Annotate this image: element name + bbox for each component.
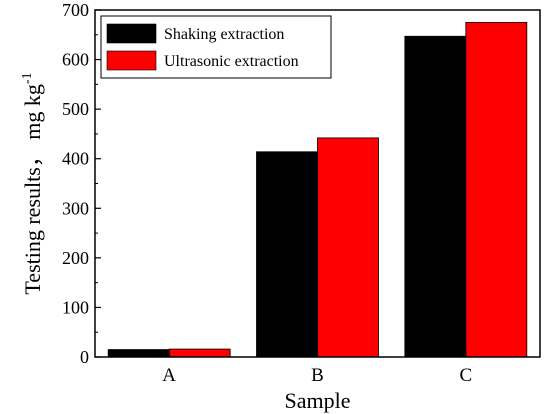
legend-swatch-ultrasonic [106, 50, 157, 71]
y-tick-label: 600 [62, 50, 89, 70]
x-tick-label: C [459, 365, 472, 386]
y-axis-title-main: Testing results， mg kg [20, 84, 45, 295]
bar-c-ultrasonic [465, 21, 528, 358]
bar-b-ultrasonic [317, 137, 379, 358]
legend-label-shaking: Shaking extraction [164, 26, 284, 43]
bar-a-ultrasonic [168, 348, 231, 358]
y-axis-title-superscript: -1 [20, 72, 35, 84]
x-tick-label: A [162, 365, 176, 386]
y-tick-label: 700 [62, 0, 89, 20]
y-axis: 0 100 200 300 400 500 600 700 [62, 0, 101, 367]
bar-a-shaking [107, 349, 170, 358]
y-axis-title: Testing results， mg kg-1 [20, 72, 45, 294]
y-tick-label: 0 [80, 347, 89, 367]
x-axis: A B C [162, 351, 472, 386]
y-tick-label: 400 [62, 149, 89, 169]
y-tick-label: 500 [62, 99, 89, 119]
y-tick-label: 200 [62, 248, 89, 268]
bars-layer [107, 21, 528, 358]
legend-swatch-shaking [106, 23, 157, 44]
y-tick-label: 100 [62, 297, 89, 317]
legend-label-ultrasonic: Ultrasonic extraction [164, 53, 299, 70]
y-tick-label: 300 [62, 198, 89, 218]
bar-b-shaking [256, 151, 318, 358]
legend: Shaking extraction Ultrasonic extraction [100, 15, 332, 79]
x-tick-label: B [311, 365, 324, 386]
x-axis-title: Sample [285, 388, 351, 413]
bar-c-shaking [404, 35, 467, 358]
